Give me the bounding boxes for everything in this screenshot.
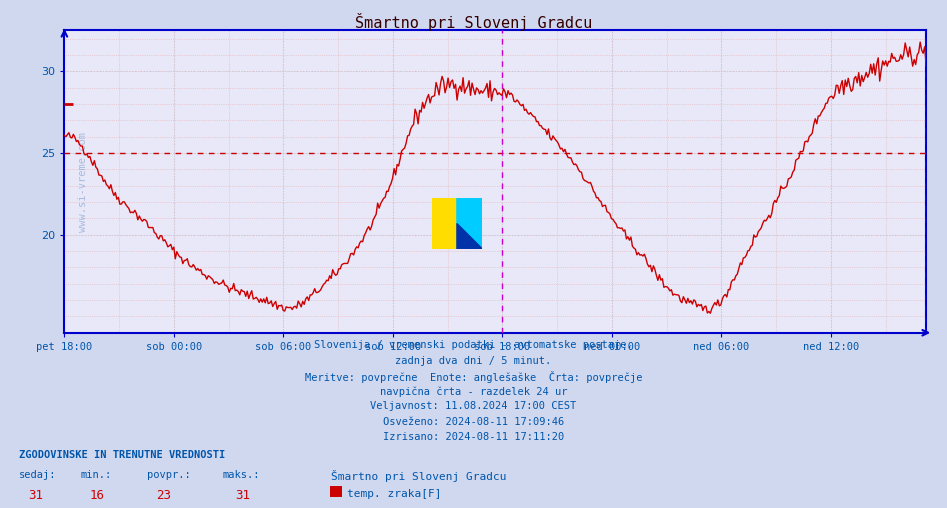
Polygon shape xyxy=(457,198,482,249)
Text: povpr.:: povpr.: xyxy=(147,470,190,480)
Text: sedaj:: sedaj: xyxy=(19,470,57,480)
Text: Slovenija / vremenski podatki - avtomatske postaje.: Slovenija / vremenski podatki - avtomats… xyxy=(314,340,633,351)
Text: 16: 16 xyxy=(90,489,105,502)
Text: Šmartno pri Slovenj Gradcu: Šmartno pri Slovenj Gradcu xyxy=(331,470,507,482)
Text: 31: 31 xyxy=(235,489,250,502)
Text: 23: 23 xyxy=(156,489,171,502)
Text: Šmartno pri Slovenj Gradcu: Šmartno pri Slovenj Gradcu xyxy=(355,13,592,30)
Text: zadnja dva dni / 5 minut.: zadnja dva dni / 5 minut. xyxy=(396,356,551,366)
Text: www.si-vreme.com: www.si-vreme.com xyxy=(79,132,88,232)
Text: min.:: min.: xyxy=(80,470,112,480)
Text: Osveženo: 2024-08-11 17:09:46: Osveženo: 2024-08-11 17:09:46 xyxy=(383,417,564,427)
Text: maks.:: maks.: xyxy=(223,470,260,480)
Text: Veljavnost: 11.08.2024 17:00 CEST: Veljavnost: 11.08.2024 17:00 CEST xyxy=(370,401,577,411)
Text: navpična črta - razdelek 24 ur: navpična črta - razdelek 24 ur xyxy=(380,386,567,397)
Text: temp. zraka[F]: temp. zraka[F] xyxy=(347,489,441,499)
Polygon shape xyxy=(457,224,482,249)
Text: ZGODOVINSKE IN TRENUTNE VREDNOSTI: ZGODOVINSKE IN TRENUTNE VREDNOSTI xyxy=(19,450,225,460)
Text: Meritve: povprečne  Enote: anglešaške  Črta: povprečje: Meritve: povprečne Enote: anglešaške Črt… xyxy=(305,371,642,383)
Text: Izrisano: 2024-08-11 17:11:20: Izrisano: 2024-08-11 17:11:20 xyxy=(383,432,564,442)
Text: 31: 31 xyxy=(28,489,44,502)
